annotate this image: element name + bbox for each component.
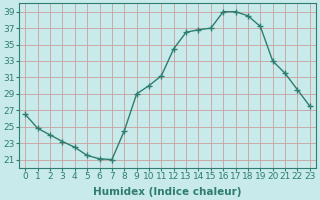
X-axis label: Humidex (Indice chaleur): Humidex (Indice chaleur): [93, 187, 242, 197]
